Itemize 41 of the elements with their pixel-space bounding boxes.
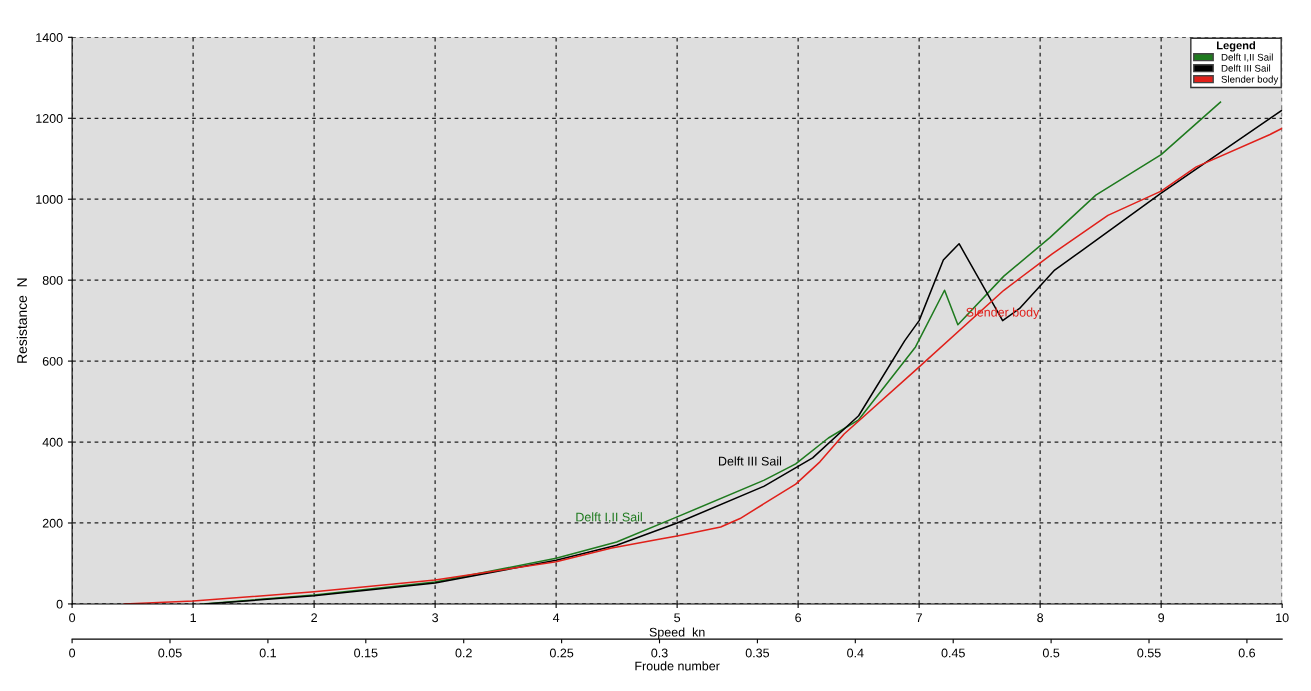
x2-tick-label: 0.55 <box>1137 648 1161 658</box>
x-tick-label: 3 <box>432 613 439 623</box>
x2-tick-label: 0.4 <box>847 648 864 658</box>
y-tick-label: 600 <box>42 356 63 366</box>
x-axis-title: Speed kn <box>649 627 705 640</box>
x-tick-label: 0 <box>69 613 76 623</box>
legend-label: Slender body <box>1221 75 1279 85</box>
y-tick-label: 1000 <box>36 195 63 204</box>
y-tick-label: 1200 <box>36 114 63 123</box>
x-tick-label: 6 <box>795 613 802 623</box>
y-axis-title: Resistance N <box>16 278 27 363</box>
legend-label: Delft III Sail <box>1221 64 1271 72</box>
x-tick-label: 1 <box>190 613 196 623</box>
legend-title: Legend <box>1217 41 1256 52</box>
x2-tick-label: 0.25 <box>549 648 574 658</box>
x2-tick-label: 0.45 <box>941 648 965 658</box>
y-tick-label: 800 <box>42 275 63 285</box>
y-tick-label: 0 <box>56 599 63 609</box>
x-tick-label: 8 <box>1037 613 1044 623</box>
legend-label: Delft I,II Sail <box>1221 53 1273 62</box>
annotation: Delft I,II Sail <box>576 512 642 523</box>
annotation: Delft III Sail <box>718 456 782 466</box>
x-tick-label: 7 <box>916 613 922 623</box>
y-tick-label: 200 <box>42 518 63 528</box>
x2-tick-label: 0.5 <box>1042 648 1060 658</box>
x-tick-label: 4 <box>552 613 560 623</box>
x2-tick-label: 0.05 <box>158 648 182 658</box>
x2-tick-label: 0.1 <box>259 648 276 658</box>
x-tick-label: 5 <box>674 613 681 623</box>
x2-tick-label: 0.6 <box>1238 648 1256 658</box>
y-tick-label: 400 <box>42 437 63 447</box>
x-tick-label: 9 <box>1158 613 1165 623</box>
x2-tick-label: 0.35 <box>745 648 770 658</box>
y-tick-label: 1400 <box>36 33 63 42</box>
x2-tick-label: 0.2 <box>455 648 472 658</box>
x2-tick-label: 0.15 <box>354 648 378 658</box>
x-tick-label: 2 <box>311 613 317 623</box>
x2-tick-label: 0 <box>69 648 76 658</box>
x2-axis-title: Froude number <box>635 661 720 671</box>
x2-tick-label: 0.3 <box>651 648 668 658</box>
x-tick-label: 10 <box>1276 613 1289 623</box>
